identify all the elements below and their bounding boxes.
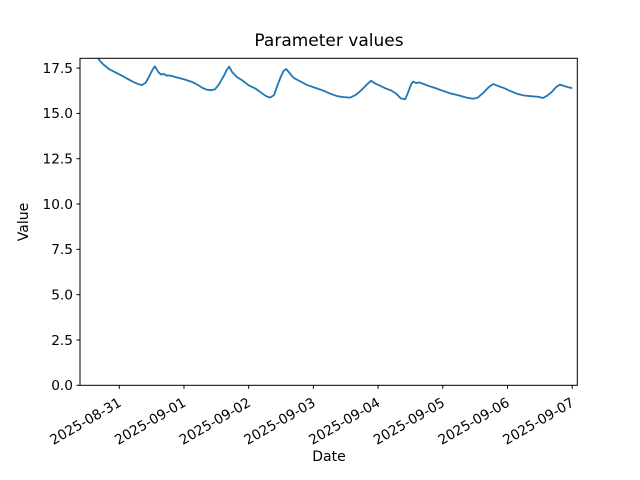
x-tick-label: 2025-08-31 <box>47 395 124 449</box>
x-tick-label: 2025-09-02 <box>177 395 254 449</box>
x-tick-label: 2025-09-03 <box>241 395 318 449</box>
y-tick-label: 12.5 <box>43 152 73 168</box>
chart-title: Parameter values <box>254 31 404 51</box>
y-tick-label: 15.0 <box>43 106 73 122</box>
y-tick-label: 17.5 <box>43 61 73 77</box>
y-tick-label: 0.0 <box>51 378 73 394</box>
x-axis-label: Date <box>312 449 346 465</box>
y-tick-label: 5.0 <box>51 287 73 303</box>
plot-border <box>79 57 578 386</box>
y-tick-label: 10.0 <box>43 197 73 213</box>
x-tick-label: 2025-09-05 <box>371 395 448 449</box>
y-tick-label: 7.5 <box>51 242 73 258</box>
x-tick-label: 2025-09-07 <box>500 395 577 449</box>
y-tick-label: 2.5 <box>51 333 73 349</box>
x-tick-label: 2025-09-04 <box>306 395 383 449</box>
x-tick-label: 2025-09-01 <box>112 395 189 449</box>
x-tick-label: 2025-09-06 <box>436 395 513 449</box>
data-line <box>97 58 573 101</box>
